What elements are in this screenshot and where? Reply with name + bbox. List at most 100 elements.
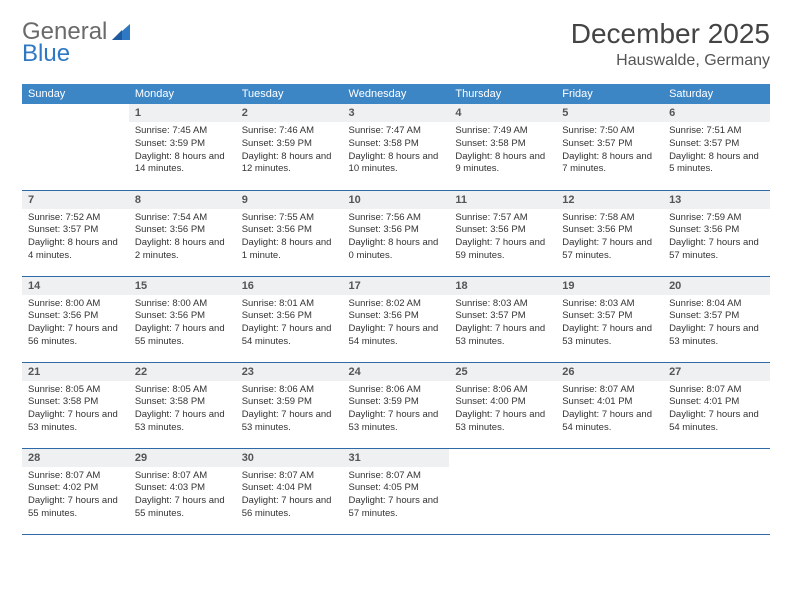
day-number: 16 <box>236 277 343 295</box>
calendar-day-cell <box>663 448 770 534</box>
day-number <box>556 449 663 467</box>
calendar-day-cell: 6Sunrise: 7:51 AM Sunset: 3:57 PM Daylig… <box>663 104 770 190</box>
day-number: 8 <box>129 191 236 209</box>
calendar-day-cell <box>556 448 663 534</box>
calendar-table: Sunday Monday Tuesday Wednesday Thursday… <box>22 84 770 535</box>
day-number: 11 <box>449 191 556 209</box>
calendar-day-cell: 13Sunrise: 7:59 AM Sunset: 3:56 PM Dayli… <box>663 190 770 276</box>
day-details: Sunrise: 7:45 AM Sunset: 3:59 PM Dayligh… <box>129 122 236 180</box>
day-number: 10 <box>343 191 450 209</box>
day-number: 26 <box>556 363 663 381</box>
calendar-day-cell: 29Sunrise: 8:07 AM Sunset: 4:03 PM Dayli… <box>129 448 236 534</box>
calendar-day-cell: 16Sunrise: 8:01 AM Sunset: 3:56 PM Dayli… <box>236 276 343 362</box>
day-details: Sunrise: 8:03 AM Sunset: 3:57 PM Dayligh… <box>449 295 556 353</box>
day-number: 12 <box>556 191 663 209</box>
day-details: Sunrise: 7:56 AM Sunset: 3:56 PM Dayligh… <box>343 209 450 267</box>
day-details: Sunrise: 8:07 AM Sunset: 4:01 PM Dayligh… <box>556 381 663 439</box>
month-title: December 2025 <box>571 18 770 50</box>
calendar-day-cell: 9Sunrise: 7:55 AM Sunset: 3:56 PM Daylig… <box>236 190 343 276</box>
day-details: Sunrise: 8:07 AM Sunset: 4:02 PM Dayligh… <box>22 467 129 525</box>
calendar-day-cell: 12Sunrise: 7:58 AM Sunset: 3:56 PM Dayli… <box>556 190 663 276</box>
day-number: 14 <box>22 277 129 295</box>
day-details <box>663 467 770 474</box>
day-details: Sunrise: 7:59 AM Sunset: 3:56 PM Dayligh… <box>663 209 770 267</box>
calendar-week-row: 14Sunrise: 8:00 AM Sunset: 3:56 PM Dayli… <box>22 276 770 362</box>
day-number: 7 <box>22 191 129 209</box>
day-details <box>449 467 556 474</box>
calendar-day-cell: 30Sunrise: 8:07 AM Sunset: 4:04 PM Dayli… <box>236 448 343 534</box>
day-details: Sunrise: 8:02 AM Sunset: 3:56 PM Dayligh… <box>343 295 450 353</box>
calendar-week-row: 28Sunrise: 8:07 AM Sunset: 4:02 PM Dayli… <box>22 448 770 534</box>
calendar-day-cell: 28Sunrise: 8:07 AM Sunset: 4:02 PM Dayli… <box>22 448 129 534</box>
day-details: Sunrise: 8:06 AM Sunset: 3:59 PM Dayligh… <box>236 381 343 439</box>
day-details: Sunrise: 8:01 AM Sunset: 3:56 PM Dayligh… <box>236 295 343 353</box>
day-number: 29 <box>129 449 236 467</box>
weekday-header: Friday <box>556 84 663 104</box>
day-details: Sunrise: 8:05 AM Sunset: 3:58 PM Dayligh… <box>22 381 129 439</box>
day-number <box>22 104 129 122</box>
calendar-day-cell: 1Sunrise: 7:45 AM Sunset: 3:59 PM Daylig… <box>129 104 236 190</box>
calendar-day-cell: 15Sunrise: 8:00 AM Sunset: 3:56 PM Dayli… <box>129 276 236 362</box>
calendar-week-row: 21Sunrise: 8:05 AM Sunset: 3:58 PM Dayli… <box>22 362 770 448</box>
title-block: December 2025 Hauswalde, Germany <box>571 18 770 70</box>
day-details: Sunrise: 7:54 AM Sunset: 3:56 PM Dayligh… <box>129 209 236 267</box>
day-details <box>556 467 663 474</box>
calendar-day-cell: 31Sunrise: 8:07 AM Sunset: 4:05 PM Dayli… <box>343 448 450 534</box>
calendar-day-cell: 3Sunrise: 7:47 AM Sunset: 3:58 PM Daylig… <box>343 104 450 190</box>
weekday-header: Sunday <box>22 84 129 104</box>
brand-word2: Blue <box>22 40 70 68</box>
day-number: 28 <box>22 449 129 467</box>
calendar-day-cell: 19Sunrise: 8:03 AM Sunset: 3:57 PM Dayli… <box>556 276 663 362</box>
day-details: Sunrise: 8:07 AM Sunset: 4:04 PM Dayligh… <box>236 467 343 525</box>
day-number: 17 <box>343 277 450 295</box>
weekday-header: Thursday <box>449 84 556 104</box>
day-number: 2 <box>236 104 343 122</box>
day-number: 13 <box>663 191 770 209</box>
calendar-day-cell: 7Sunrise: 7:52 AM Sunset: 3:57 PM Daylig… <box>22 190 129 276</box>
day-details: Sunrise: 8:04 AM Sunset: 3:57 PM Dayligh… <box>663 295 770 353</box>
calendar-week-row: 7Sunrise: 7:52 AM Sunset: 3:57 PM Daylig… <box>22 190 770 276</box>
calendar-day-cell: 27Sunrise: 8:07 AM Sunset: 4:01 PM Dayli… <box>663 362 770 448</box>
day-details: Sunrise: 7:55 AM Sunset: 3:56 PM Dayligh… <box>236 209 343 267</box>
calendar-day-cell: 4Sunrise: 7:49 AM Sunset: 3:58 PM Daylig… <box>449 104 556 190</box>
day-number: 22 <box>129 363 236 381</box>
day-number: 30 <box>236 449 343 467</box>
day-number: 25 <box>449 363 556 381</box>
day-details: Sunrise: 7:52 AM Sunset: 3:57 PM Dayligh… <box>22 209 129 267</box>
day-number: 9 <box>236 191 343 209</box>
day-details: Sunrise: 7:51 AM Sunset: 3:57 PM Dayligh… <box>663 122 770 180</box>
weekday-header: Wednesday <box>343 84 450 104</box>
day-number: 19 <box>556 277 663 295</box>
calendar-day-cell: 25Sunrise: 8:06 AM Sunset: 4:00 PM Dayli… <box>449 362 556 448</box>
day-number: 4 <box>449 104 556 122</box>
calendar-day-cell: 11Sunrise: 7:57 AM Sunset: 3:56 PM Dayli… <box>449 190 556 276</box>
day-number: 24 <box>343 363 450 381</box>
calendar-day-cell: 22Sunrise: 8:05 AM Sunset: 3:58 PM Dayli… <box>129 362 236 448</box>
weekday-header: Monday <box>129 84 236 104</box>
day-details: Sunrise: 8:00 AM Sunset: 3:56 PM Dayligh… <box>22 295 129 353</box>
day-number: 1 <box>129 104 236 122</box>
day-details: Sunrise: 8:03 AM Sunset: 3:57 PM Dayligh… <box>556 295 663 353</box>
day-details <box>22 122 129 129</box>
day-number: 18 <box>449 277 556 295</box>
day-details: Sunrise: 8:05 AM Sunset: 3:58 PM Dayligh… <box>129 381 236 439</box>
day-number: 3 <box>343 104 450 122</box>
day-number <box>663 449 770 467</box>
day-details: Sunrise: 8:07 AM Sunset: 4:01 PM Dayligh… <box>663 381 770 439</box>
day-number: 27 <box>663 363 770 381</box>
day-details: Sunrise: 8:06 AM Sunset: 3:59 PM Dayligh… <box>343 381 450 439</box>
day-details: Sunrise: 7:58 AM Sunset: 3:56 PM Dayligh… <box>556 209 663 267</box>
brand-sail-icon <box>110 22 132 42</box>
calendar-day-cell <box>449 448 556 534</box>
calendar-day-cell: 21Sunrise: 8:05 AM Sunset: 3:58 PM Dayli… <box>22 362 129 448</box>
calendar-day-cell: 20Sunrise: 8:04 AM Sunset: 3:57 PM Dayli… <box>663 276 770 362</box>
day-number: 15 <box>129 277 236 295</box>
calendar-day-cell: 26Sunrise: 8:07 AM Sunset: 4:01 PM Dayli… <box>556 362 663 448</box>
day-details: Sunrise: 7:50 AM Sunset: 3:57 PM Dayligh… <box>556 122 663 180</box>
calendar-day-cell: 5Sunrise: 7:50 AM Sunset: 3:57 PM Daylig… <box>556 104 663 190</box>
day-details: Sunrise: 7:49 AM Sunset: 3:58 PM Dayligh… <box>449 122 556 180</box>
calendar-day-cell: 14Sunrise: 8:00 AM Sunset: 3:56 PM Dayli… <box>22 276 129 362</box>
calendar-day-cell: 2Sunrise: 7:46 AM Sunset: 3:59 PM Daylig… <box>236 104 343 190</box>
day-number: 31 <box>343 449 450 467</box>
day-details: Sunrise: 7:57 AM Sunset: 3:56 PM Dayligh… <box>449 209 556 267</box>
